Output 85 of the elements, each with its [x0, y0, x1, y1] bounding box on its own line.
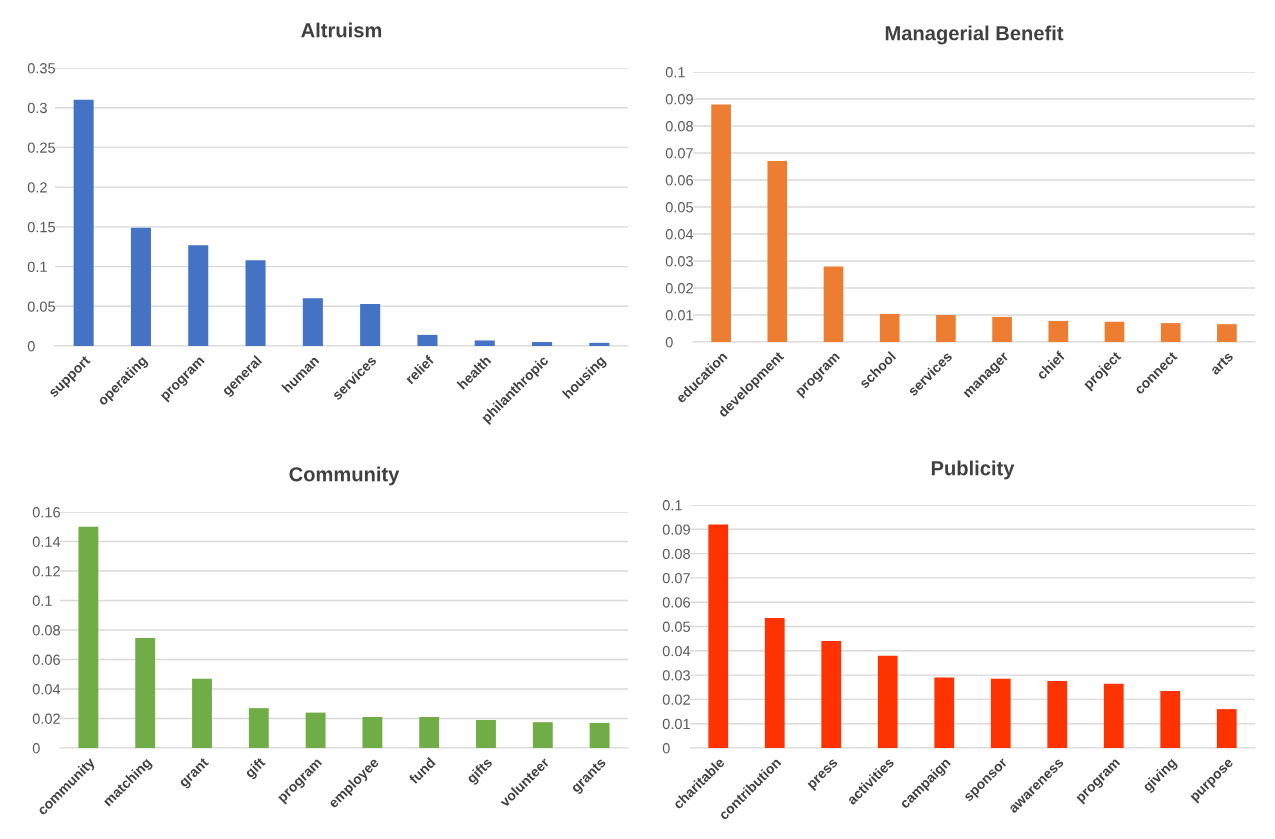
bar [936, 315, 956, 342]
bar [764, 617, 785, 748]
bar [589, 722, 610, 748]
y-tick-label: 0.14 [32, 536, 61, 547]
bar [417, 334, 438, 346]
x-tick-label: gift [243, 756, 268, 781]
y-tick-label: 0.05 [665, 202, 693, 213]
y-tick-label: 0.03 [662, 670, 690, 681]
bar [767, 161, 788, 342]
y-tick-label: 0.06 [32, 654, 60, 665]
bar [362, 717, 383, 748]
y-tick-label: 0.02 [665, 283, 693, 294]
bar [1103, 683, 1124, 748]
bar [135, 638, 156, 748]
bar [708, 524, 729, 748]
y-tick-label: 0.1 [32, 595, 52, 606]
y-tick-label: 0.07 [665, 148, 693, 159]
y-tick-label: 0.01 [662, 718, 690, 730]
bar [188, 245, 209, 346]
bar [1216, 709, 1237, 748]
bar [1104, 321, 1125, 342]
y-tick-label: 0 [32, 743, 40, 754]
y-tick-label: 0.04 [32, 684, 61, 695]
bar [130, 227, 151, 346]
bar [1217, 324, 1237, 342]
y-tick-label: 0.16 [32, 507, 60, 518]
y-tick-label: 0.04 [662, 645, 691, 657]
bar [78, 526, 99, 748]
y-tick-label: 0.3 [27, 102, 47, 114]
y-tick-label: 0.05 [662, 621, 690, 632]
bar [823, 266, 844, 342]
y-tick-label: 0.1 [27, 261, 47, 272]
bar [1048, 320, 1069, 342]
bar [1160, 690, 1181, 748]
y-tick-label: 0.05 [27, 301, 55, 312]
y-tick-label: 0.07 [662, 573, 690, 584]
y-tick-label: 0.06 [665, 175, 693, 186]
bar [1160, 323, 1181, 342]
y-tick-label: 0.25 [27, 142, 55, 153]
y-tick-label: 0.2 [27, 182, 47, 193]
y-tick-label: 0.02 [662, 694, 690, 705]
bar [877, 655, 898, 748]
y-tick-label: 0.1 [665, 67, 685, 78]
y-tick-label: 0.15 [27, 221, 55, 233]
y-tick-label: 0 [665, 337, 673, 348]
y-tick-label: 0 [27, 341, 35, 352]
bar [248, 708, 269, 748]
y-tick-label: 0.1 [662, 500, 682, 511]
y-tick-label: 0.12 [32, 566, 60, 577]
bar [1047, 680, 1068, 748]
y-tick-label: 0.08 [32, 625, 60, 636]
bar [73, 99, 94, 346]
bar [245, 260, 266, 346]
bar [992, 316, 1012, 342]
chart-title: Managerial Benefit [885, 25, 1064, 45]
bar [532, 342, 553, 346]
y-tick-label: 0.08 [665, 121, 693, 132]
chart-title: Publicity [931, 460, 1015, 480]
y-tick-label: 0.01 [665, 310, 693, 321]
bar [532, 722, 553, 748]
chart-title: Community [289, 466, 400, 486]
bar [192, 678, 212, 748]
bar [821, 641, 842, 748]
y-tick-label: 0.06 [662, 597, 690, 608]
bar [474, 340, 495, 346]
bar [589, 342, 610, 346]
y-tick-label: 0.04 [665, 229, 694, 240]
bar [302, 298, 323, 346]
y-tick-label: 0.09 [662, 524, 690, 535]
y-tick-label: 0.03 [665, 256, 693, 267]
bar [419, 717, 440, 748]
bar [711, 104, 731, 342]
bar [360, 303, 381, 346]
y-tick-label: 0.02 [32, 713, 60, 724]
y-tick-label: 0.09 [665, 94, 693, 105]
y-tick-label: 0 [662, 743, 670, 754]
bar [934, 677, 955, 748]
bar [990, 678, 1011, 748]
y-tick-label: 0.35 [27, 63, 55, 74]
x-tick-label: arts [1209, 351, 1234, 376]
chart-title: Altruism [301, 22, 382, 38]
bar [879, 313, 900, 342]
y-tick-label: 0.08 [662, 548, 690, 560]
bar [305, 712, 326, 748]
bar [476, 719, 496, 748]
